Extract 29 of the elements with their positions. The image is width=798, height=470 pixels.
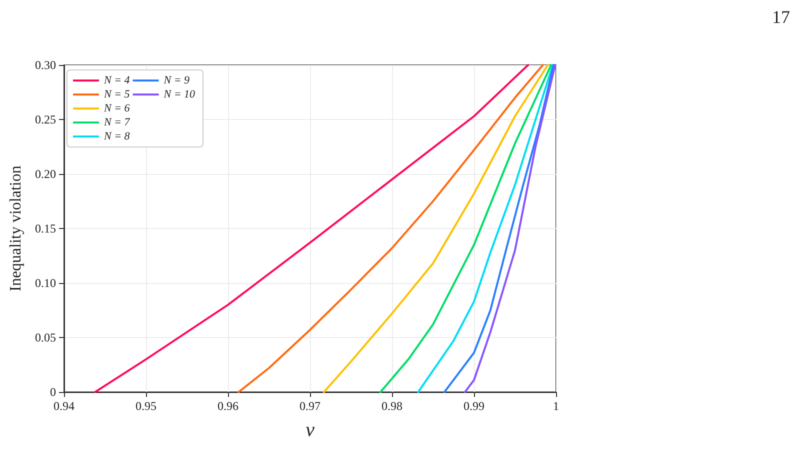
y-tick-label: 0.05 — [35, 330, 56, 344]
x-axis-title: v — [306, 419, 315, 441]
legend-label: N = 10 — [162, 88, 196, 100]
x-tick-label: 1 — [553, 399, 559, 413]
legend-label: N = 5 — [103, 88, 130, 100]
x-tick-label: 0.97 — [300, 399, 320, 413]
line-series — [322, 64, 549, 393]
line-series — [238, 64, 544, 393]
y-tick-label: 0.15 — [35, 222, 56, 236]
y-tick-label: 0.25 — [35, 112, 56, 126]
y-tick-label: 0.20 — [35, 167, 56, 181]
x-tick-label: 0.95 — [136, 399, 156, 413]
x-tick-label: 0.94 — [54, 399, 74, 413]
line-series — [94, 64, 530, 393]
y-tick-label: 0.10 — [35, 276, 56, 290]
y-tick-label: 0.30 — [35, 58, 56, 72]
legend-label: N = 7 — [103, 116, 130, 128]
line-series — [417, 64, 554, 393]
y-axis-title: Inequality violation — [8, 166, 24, 292]
x-tick-label: 0.99 — [464, 399, 484, 413]
text: 17 — [772, 7, 790, 27]
legend-label: N = 8 — [103, 130, 130, 142]
x-tick-label: 0.96 — [218, 399, 238, 413]
legend-label: N = 9 — [162, 74, 190, 86]
line-series — [380, 64, 552, 393]
legend-label: N = 6 — [103, 102, 130, 114]
legend-label: N = 4 — [103, 74, 130, 86]
y-tick-label: 0 — [50, 385, 56, 399]
x-tick-label: 0.98 — [382, 399, 402, 413]
